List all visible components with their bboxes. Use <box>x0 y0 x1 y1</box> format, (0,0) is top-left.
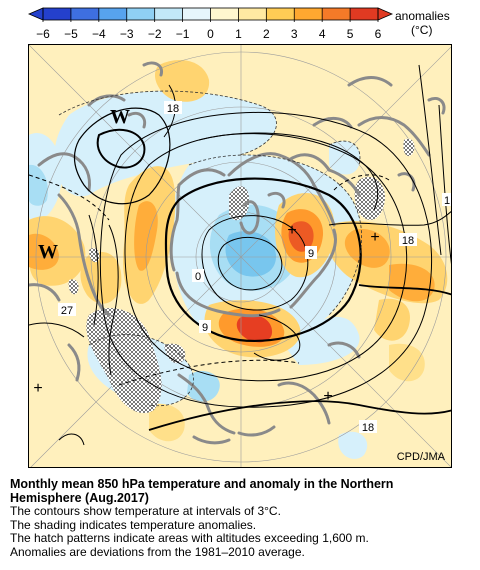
legend-colorbar <box>27 7 394 22</box>
anomaly-legend: anomalies (°C) −6 −5 −4 −3 −2 −1 0 1 2 3 4 5 6 <box>0 0 480 44</box>
legend-tick-label: −6 <box>36 27 50 41</box>
legend-cell-6 <box>210 8 239 20</box>
center-markers: W W <box>38 106 130 263</box>
contour-label-9-right: 9 <box>308 248 314 260</box>
legend-tick-label: −2 <box>147 27 162 41</box>
plus-marker-4: + <box>33 380 42 397</box>
plus-marker-2: + <box>370 229 379 246</box>
coastlines <box>29 61 446 445</box>
map-canvas: 18 18 18 1 9 9 0 27 W W + + + + <box>29 45 451 467</box>
contour-label-1-right: 1 <box>444 195 450 207</box>
legend-tick-label: 5 <box>346 27 354 41</box>
contour-label-0: 0 <box>195 271 201 283</box>
legend-low-arrow <box>27 7 44 21</box>
legend-cell-0 <box>43 8 72 20</box>
contour-label-9-bottom: 9 <box>202 322 208 334</box>
legend-tick-label: 3 <box>290 27 298 41</box>
polar-map: 18 18 18 1 9 9 0 27 W W + + + + CPD/J <box>28 44 452 468</box>
map-grid <box>29 45 451 467</box>
map-credit: CPD/JMA <box>396 451 445 463</box>
legend-cell-5 <box>182 8 211 20</box>
plus-marker-3: + <box>323 388 332 405</box>
caption-line-contours: The contours show temperature at interva… <box>10 504 281 519</box>
legend-tick-label: 1 <box>235 27 242 41</box>
legend-tick-label: 0 <box>207 27 214 41</box>
legend-tick-label: 2 <box>262 27 270 41</box>
contour-label-18-right: 18 <box>402 235 414 247</box>
contour-labels: 18 18 18 1 9 9 0 27 <box>58 101 451 434</box>
legend-cell-8 <box>266 8 295 20</box>
legend-cell-11 <box>350 8 379 20</box>
legend-cell-7 <box>238 8 267 20</box>
figure-caption: Monthly mean 850 hPa temperature and ano… <box>10 477 475 560</box>
plus-markers: + + + + <box>33 222 379 405</box>
legend-cell-9 <box>294 8 323 20</box>
legend-tick-label: 6 <box>374 27 382 41</box>
legend-tick-label: 4 <box>318 27 326 41</box>
warm-center-w2: W <box>38 241 58 263</box>
caption-line-baseline: Anomalies are deviations from the 1981–2… <box>10 544 305 559</box>
legend-tick-label: −4 <box>91 27 106 41</box>
legend-tick-label: −5 <box>64 27 78 41</box>
caption-line-hatch: The hatch patterns indicate areas with a… <box>10 531 369 546</box>
legend-cell-2 <box>98 8 128 20</box>
warm-center-w1: W <box>110 106 130 128</box>
contour-label-18-bottom: 18 <box>362 422 374 434</box>
legend-cell-10 <box>322 8 351 20</box>
anomaly-dashed-lines <box>58 90 362 407</box>
plus-marker-1: + <box>287 222 296 239</box>
caption-title-line1: Monthly mean 850 hPa temperature and ano… <box>10 477 394 491</box>
legend-cell-4 <box>154 8 183 20</box>
legend-high-arrow <box>377 7 394 21</box>
contour-label-18-top: 18 <box>167 103 179 115</box>
legend-tick-label: −1 <box>175 27 190 41</box>
legend-unit: (°C) <box>411 23 433 37</box>
legend-tick-label: −3 <box>119 27 134 41</box>
contour-label-27: 27 <box>61 305 73 317</box>
warm-anomaly-areas <box>29 60 448 442</box>
temperature-contours <box>29 64 451 446</box>
legend-cell-3 <box>126 8 156 20</box>
caption-line-shading: The shading indicates temperature anomal… <box>10 517 257 532</box>
legend-cell-1 <box>70 8 100 20</box>
legend-title: anomalies <box>395 9 450 23</box>
caption-title-line2: Hemisphere (Aug.2017) <box>10 490 149 505</box>
